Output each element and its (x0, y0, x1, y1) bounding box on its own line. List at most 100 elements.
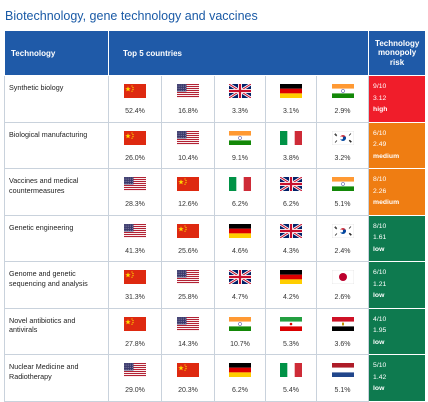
country-cell: 2.4% (315, 214, 370, 262)
country-share: 5.3% (283, 340, 299, 348)
technology-name: Biological manufacturing (4, 121, 109, 169)
country-share: 9.1% (232, 154, 248, 162)
country-cell: 2.9% (315, 75, 370, 123)
country-cell: 6.2% (214, 168, 266, 216)
china-flag-icon (109, 130, 161, 145)
country-share: 5.1% (334, 387, 351, 394)
country-cell: 5.4% (265, 354, 317, 402)
country-cell: 5.1% (315, 168, 370, 216)
technology-name: Genetic engineering (4, 214, 109, 262)
italy-flag-icon (266, 363, 316, 377)
risk-cell: 4/10 1.95 low (368, 307, 427, 355)
country-share: 4.6% (232, 247, 248, 255)
country-cell: 3.6% (315, 307, 370, 355)
technology-name: Genome and genetic sequencing and analys… (4, 261, 109, 309)
risk-value: 1.42 (373, 373, 387, 381)
country-share: 31.3% (125, 294, 145, 301)
india-flag-icon (215, 316, 265, 331)
country-cell: 29.0% (108, 354, 162, 402)
country-share: 3.2% (334, 154, 351, 162)
country-share: 6.2% (283, 201, 299, 208)
usa-flag-icon (162, 270, 214, 284)
risk-value: 1.21 (373, 280, 387, 288)
risk-value: 1.95 (373, 327, 387, 335)
country-share: 10.7% (230, 340, 250, 348)
usa-flag-icon (162, 316, 214, 331)
korea-flag-icon (317, 130, 368, 145)
country-cell: 41.3% (108, 214, 162, 262)
country-cell: 5.1% (315, 354, 370, 402)
country-share: 16.8% (178, 108, 198, 115)
risk-cell: 5/10 1.42 low (368, 354, 427, 402)
country-share: 5.1% (334, 201, 351, 208)
risk-value: 2.26 (373, 187, 387, 195)
risk-cell: 9/10 3.12 high (368, 75, 427, 123)
table-row: Genetic engineering 41.3% 25.6% 4.6% 4.3% 2.4… (4, 214, 427, 262)
uk-flag-icon (215, 84, 265, 98)
country-cell: 25.6% (161, 214, 215, 262)
table-row: Biological manufacturing 26.0% 10.4% 9.1% 3.… (4, 121, 427, 169)
country-cell: 10.7% (214, 307, 266, 355)
country-share: 4.3% (283, 247, 299, 255)
china-flag-icon (162, 223, 214, 238)
risk-score: 6/10 (373, 269, 387, 276)
header-risk: Technology monopoly risk (368, 30, 427, 76)
country-cell: 4.2% (265, 261, 317, 309)
risk-value: 3.12 (373, 94, 387, 102)
country-cell: 52.4% (108, 75, 162, 123)
country-cell: 2.6% (315, 261, 370, 309)
country-share: 26.0% (125, 154, 145, 162)
country-share: 20.3% (178, 387, 198, 394)
risk-cell: 6/10 2.49 medium (368, 121, 427, 169)
country-cell: 3.1% (265, 75, 317, 123)
uk-flag-icon (266, 177, 316, 191)
iran-flag-icon (266, 316, 316, 331)
china-flag-icon (109, 84, 161, 98)
country-share: 27.8% (125, 340, 145, 348)
country-share: 3.3% (232, 108, 248, 115)
country-cell: 4.6% (214, 214, 266, 262)
netherlands-flag-icon (317, 363, 368, 377)
germany-flag-icon (266, 270, 316, 284)
risk-cell: 6/10 1.21 low (368, 261, 427, 309)
usa-flag-icon (109, 177, 161, 191)
country-cell: 4.3% (265, 214, 317, 262)
table-row: Genome and genetic sequencing and analys… (4, 261, 427, 309)
country-share: 10.4% (178, 154, 198, 162)
page-title: Biotechnology, gene technology and vacci… (5, 9, 258, 23)
country-share: 52.4% (125, 108, 145, 115)
italy-flag-icon (266, 130, 316, 145)
risk-level: medium (373, 152, 400, 160)
risk-level: low (373, 338, 385, 346)
technology-name: Vaccines and medical countermeasures (4, 168, 109, 216)
usa-flag-icon (109, 363, 161, 377)
country-share: 29.0% (125, 387, 145, 394)
technology-name: Nuclear Medicine and Radiotherapy (4, 354, 109, 402)
country-cell: 20.3% (161, 354, 215, 402)
india-flag-icon (317, 177, 368, 191)
risk-score: 4/10 (373, 315, 387, 323)
technology-table: Technology Top 5 countries Technology mo… (4, 30, 427, 402)
country-cell: 3.8% (265, 121, 317, 169)
country-share: 14.3% (178, 340, 198, 348)
uk-flag-icon (215, 270, 265, 284)
country-share: 6.2% (232, 201, 248, 208)
country-cell: 6.2% (214, 354, 266, 402)
risk-level: low (373, 292, 385, 300)
china-flag-icon (162, 177, 214, 191)
country-cell: 27.8% (108, 307, 162, 355)
risk-level: medium (373, 199, 400, 207)
usa-flag-icon (162, 84, 214, 98)
country-cell: 5.3% (265, 307, 317, 355)
egypt-flag-icon (317, 316, 368, 331)
country-share: 28.3% (125, 201, 145, 208)
country-share: 2.4% (334, 247, 351, 255)
risk-value: 2.49 (373, 141, 387, 149)
usa-flag-icon (109, 223, 161, 238)
table-row: Synthetic biology 52.4% 16.8% 3.3% 3.1% 2.9% 9… (4, 75, 427, 123)
country-cell: 12.6% (161, 168, 215, 216)
germany-flag-icon (266, 84, 316, 98)
country-cell: 16.8% (161, 75, 215, 123)
germany-flag-icon (215, 223, 265, 238)
risk-score: 9/10 (373, 83, 387, 90)
